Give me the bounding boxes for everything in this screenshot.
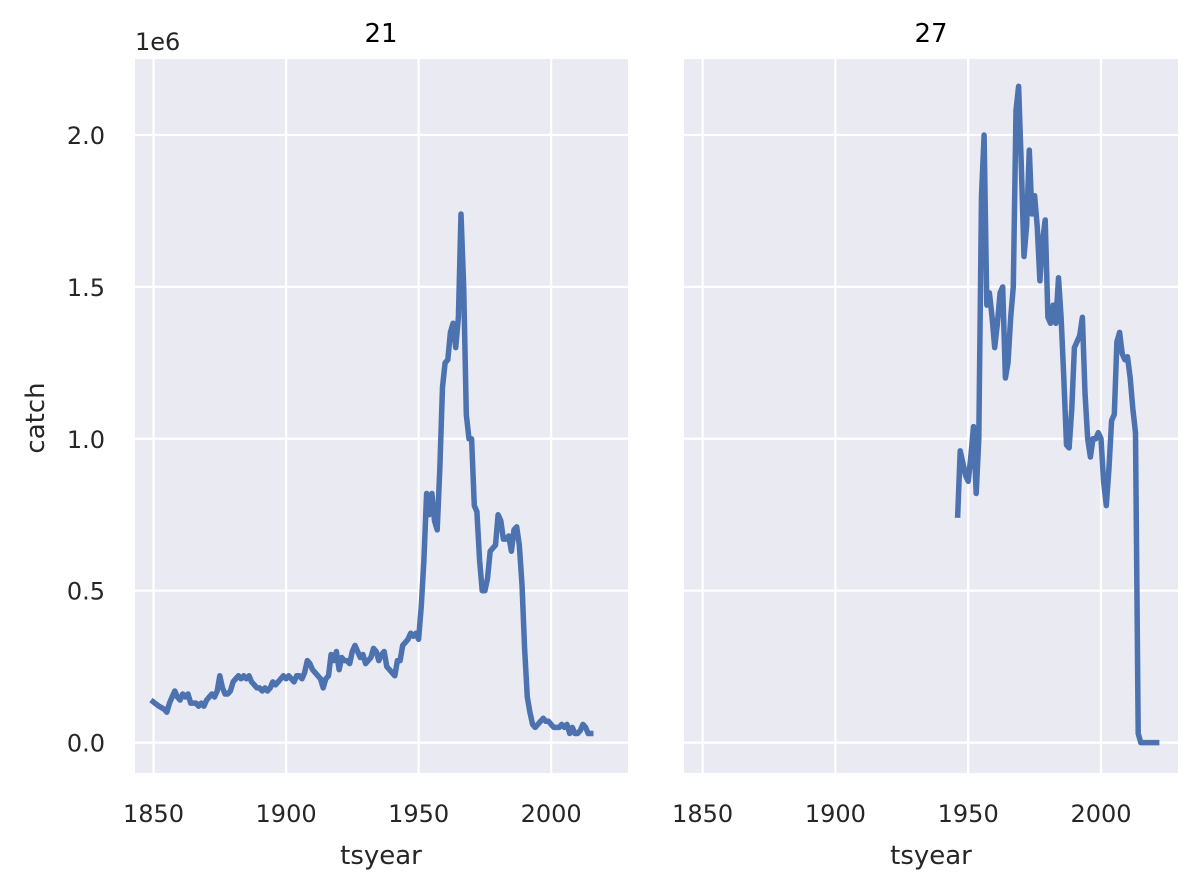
y-tick-label: 1.5 (67, 274, 105, 302)
series-line (954, 83, 1160, 746)
x-axis-label: tsyear (890, 841, 972, 871)
x-tick-labels: 1850 1900 1950 2000 (672, 800, 1131, 828)
series-line (149, 211, 594, 737)
y-tick-label: 0.5 (67, 578, 105, 606)
y-offset-label: 1e6 (135, 28, 180, 56)
x-axis-label: tsyear (340, 841, 422, 871)
plot-area (135, 59, 628, 773)
y-tick-label: 1.0 (67, 426, 105, 454)
y-axis-label: catch (21, 382, 51, 453)
x-tick-label: 1950 (388, 800, 449, 828)
x-tick-label: 1900 (256, 800, 317, 828)
x-tick-label: 1850 (672, 800, 733, 828)
panel-title: 27 (914, 19, 947, 49)
y-tick-label: 0.0 (67, 730, 105, 758)
y-tick-labels: 0.0 0.5 1.0 1.5 2.0 (67, 122, 105, 758)
panel-title: 21 (364, 19, 397, 49)
y-tick-label: 2.0 (67, 122, 105, 150)
plot-area (684, 59, 1178, 773)
x-tick-labels: 1850 1900 1950 2000 (123, 800, 582, 828)
gridlines (684, 59, 1178, 773)
x-tick-label: 2000 (521, 800, 582, 828)
panel-21: 1850 1900 1950 2000 0.0 0.5 1.0 1.5 2.0 21 tsye… (21, 19, 628, 871)
gridlines (135, 59, 628, 773)
panel-27: 1850 1900 1950 2000 27 tsyear (672, 19, 1178, 871)
x-tick-label: 1950 (938, 800, 999, 828)
x-tick-label: 1850 (123, 800, 184, 828)
x-tick-label: 2000 (1070, 800, 1131, 828)
x-tick-label: 1900 (805, 800, 866, 828)
